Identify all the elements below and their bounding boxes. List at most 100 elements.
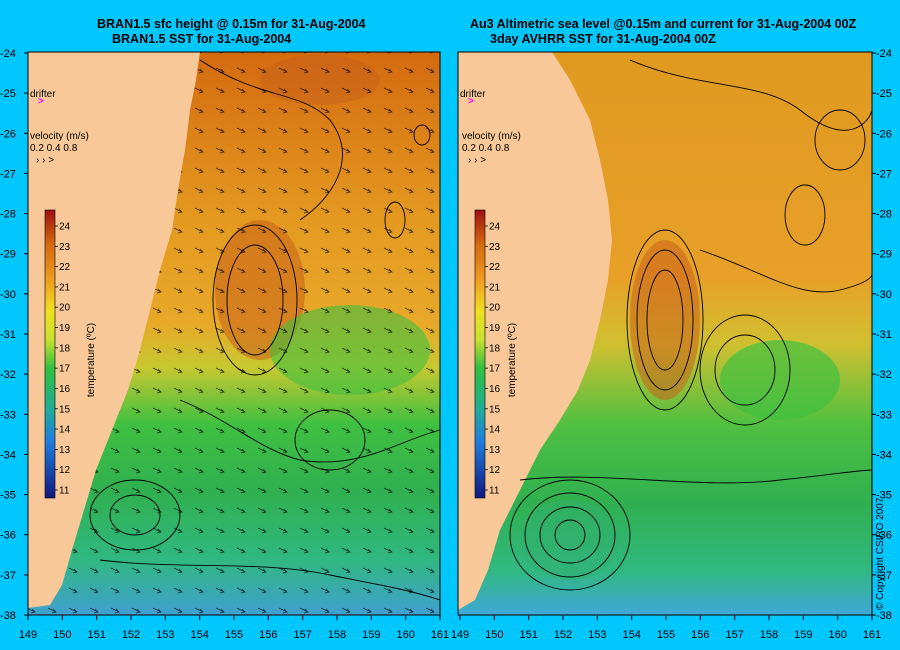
left-title-line2: BRAN1.5 SST for 31-Aug-2004 bbox=[112, 32, 292, 46]
colorbar-tick-label: 16 bbox=[59, 384, 71, 395]
right-velocity-values: 0.2 0.4 0.8 bbox=[462, 143, 510, 154]
left-velocity-label: velocity (m/s) bbox=[30, 131, 89, 142]
right-colorbar bbox=[474, 209, 486, 499]
left-contours bbox=[89, 59, 441, 601]
lon-tick-label: 159 bbox=[794, 629, 812, 641]
colorbar-tick-label: 22 bbox=[489, 262, 501, 273]
lat-tick-label: -38 bbox=[0, 610, 16, 622]
lat-tick-label: -27 bbox=[0, 168, 16, 180]
colorbar-tick-label: 21 bbox=[489, 282, 501, 293]
lon-tick-label: 158 bbox=[760, 629, 778, 641]
lon-tick-label: 159 bbox=[362, 629, 380, 641]
lon-tick-label: 152 bbox=[554, 629, 572, 641]
right-contours bbox=[509, 59, 873, 591]
lon-tick-label: 156 bbox=[691, 629, 709, 641]
right-colorbar-ticks: 24 23 22 21 20 19 18 17 16 15 14 13 12 11 bbox=[485, 222, 501, 497]
left-drifter-marker: > bbox=[38, 96, 44, 107]
left-title-line1: BRAN1.5 sfc height @ 0.15m for 31-Aug-20… bbox=[97, 17, 366, 31]
right-velocity-arrows: › › > bbox=[468, 155, 486, 166]
right-land bbox=[458, 52, 612, 610]
colorbar-tick-label: 22 bbox=[59, 262, 71, 273]
lon-tick-label: 151 bbox=[87, 629, 105, 641]
lat-tick-label: -25 bbox=[876, 88, 892, 100]
lat-tick-label: -30 bbox=[0, 289, 16, 301]
right-warm-eddy bbox=[630, 240, 700, 400]
colorbar-tick-label: 13 bbox=[489, 445, 501, 456]
lat-tick-label: -37 bbox=[876, 570, 892, 582]
right-title-line2: 3day AVHRR SST for 31-Aug-2004 00Z bbox=[490, 32, 716, 46]
lon-tick-label: 160 bbox=[396, 629, 414, 641]
lat-tick-label: -32 bbox=[0, 369, 16, 381]
lon-tick-label: 160 bbox=[828, 629, 846, 641]
lat-tick-label: -25 bbox=[0, 88, 16, 100]
lon-tick-label: 157 bbox=[293, 629, 311, 641]
colorbar-tick-label: 20 bbox=[59, 303, 71, 314]
colorbar-tick-label: 19 bbox=[59, 323, 71, 334]
left-lat-axis: -24 -25 -26 -27 -28 -29 -30 -31 -32 -33 -34 -35 -36 -… bbox=[0, 48, 28, 622]
colorbar-tick-label: 24 bbox=[59, 222, 71, 233]
lat-tick-label: -36 bbox=[0, 530, 16, 542]
lat-tick-label: -26 bbox=[0, 128, 16, 140]
lon-tick-label: 152 bbox=[122, 629, 140, 641]
colorbar-tick-label: 17 bbox=[59, 364, 71, 375]
lon-tick-label: 161 bbox=[431, 629, 449, 641]
right-drifter-marker: > bbox=[468, 96, 474, 107]
lon-tick-label: 151 bbox=[519, 629, 537, 641]
left-map-panel bbox=[27, 51, 441, 616]
right-legend: drifter > velocity (m/s) 0.2 0.4 0.8 › ›… bbox=[460, 89, 521, 499]
colorbar-tick-label: 23 bbox=[59, 242, 71, 253]
colorbar-tick-label: 15 bbox=[489, 404, 501, 415]
colorbar-tick-label: 11 bbox=[59, 486, 70, 497]
lon-tick-label: 150 bbox=[53, 629, 71, 641]
lat-tick-label: -29 bbox=[876, 249, 892, 261]
lat-tick-label: -32 bbox=[876, 369, 892, 381]
left-velocity-arrows: › › > bbox=[36, 155, 54, 166]
lon-tick-label: 150 bbox=[485, 629, 503, 641]
left-land bbox=[28, 52, 200, 608]
left-colorbar-title: temperature (ºC) bbox=[86, 323, 97, 397]
lat-tick-label: -31 bbox=[0, 329, 16, 341]
lon-tick-label: 157 bbox=[725, 629, 743, 641]
lon-tick-label: 156 bbox=[259, 629, 277, 641]
colorbar-tick-label: 21 bbox=[59, 282, 71, 293]
lat-tick-label: -36 bbox=[876, 530, 892, 542]
lat-tick-label: -37 bbox=[0, 570, 16, 582]
colorbar-tick-label: 17 bbox=[489, 364, 501, 375]
right-velocity-label: velocity (m/s) bbox=[462, 131, 521, 142]
copyright-text: © Copyright CSIRO 2007 bbox=[875, 497, 886, 610]
lat-tick-label: -24 bbox=[0, 48, 16, 60]
colorbar-tick-label: 12 bbox=[59, 465, 71, 476]
lon-tick-label: 153 bbox=[156, 629, 174, 641]
colorbar-tick-label: 12 bbox=[489, 465, 501, 476]
lon-tick-label: 153 bbox=[588, 629, 606, 641]
lon-tick-label: 154 bbox=[622, 629, 640, 641]
lon-tick-label: 149 bbox=[451, 629, 469, 641]
colorbar-tick-label: 24 bbox=[489, 222, 501, 233]
colorbar-tick-label: 14 bbox=[59, 425, 71, 436]
left-lon-axis: 149 150 151 152 153 154 155 156 157 158 159 160 161 bbox=[19, 615, 449, 641]
lon-tick-label: 155 bbox=[225, 629, 243, 641]
colorbar-tick-label: 18 bbox=[59, 343, 71, 354]
lat-tick-label: -34 bbox=[876, 449, 892, 461]
lat-tick-label: -34 bbox=[0, 449, 16, 461]
lon-tick-label: 161 bbox=[863, 629, 881, 641]
lat-tick-label: -38 bbox=[876, 610, 892, 622]
colorbar-tick-label: 14 bbox=[489, 425, 501, 436]
colorbar-tick-label: 16 bbox=[489, 384, 501, 395]
colorbar-tick-label: 23 bbox=[489, 242, 501, 253]
left-colorbar bbox=[44, 209, 56, 499]
lat-tick-label: -31 bbox=[876, 329, 892, 341]
left-drifter-label: drifter bbox=[30, 89, 56, 100]
right-lon-axis: 149 150 151 152 153 154 155 156 157 158 159 160 161 bbox=[451, 615, 881, 641]
lon-tick-label: 149 bbox=[19, 629, 37, 641]
left-legend: drifter > velocity (m/s) 0.2 0.4 0.8 › ›… bbox=[30, 89, 97, 499]
lat-tick-label: -27 bbox=[876, 168, 892, 180]
lat-tick-label: -26 bbox=[876, 128, 892, 140]
lat-tick-label: -30 bbox=[876, 289, 892, 301]
right-title-line1: Au3 Altimetric sea level @0.15m and curr… bbox=[470, 17, 857, 31]
left-colorbar-ticks: 24 23 22 21 20 19 18 17 16 15 14 13 12 11 bbox=[55, 222, 71, 497]
right-drifter-label: drifter bbox=[460, 89, 486, 100]
colorbar-tick-label: 13 bbox=[59, 445, 71, 456]
colorbar-tick-label: 11 bbox=[489, 486, 500, 497]
